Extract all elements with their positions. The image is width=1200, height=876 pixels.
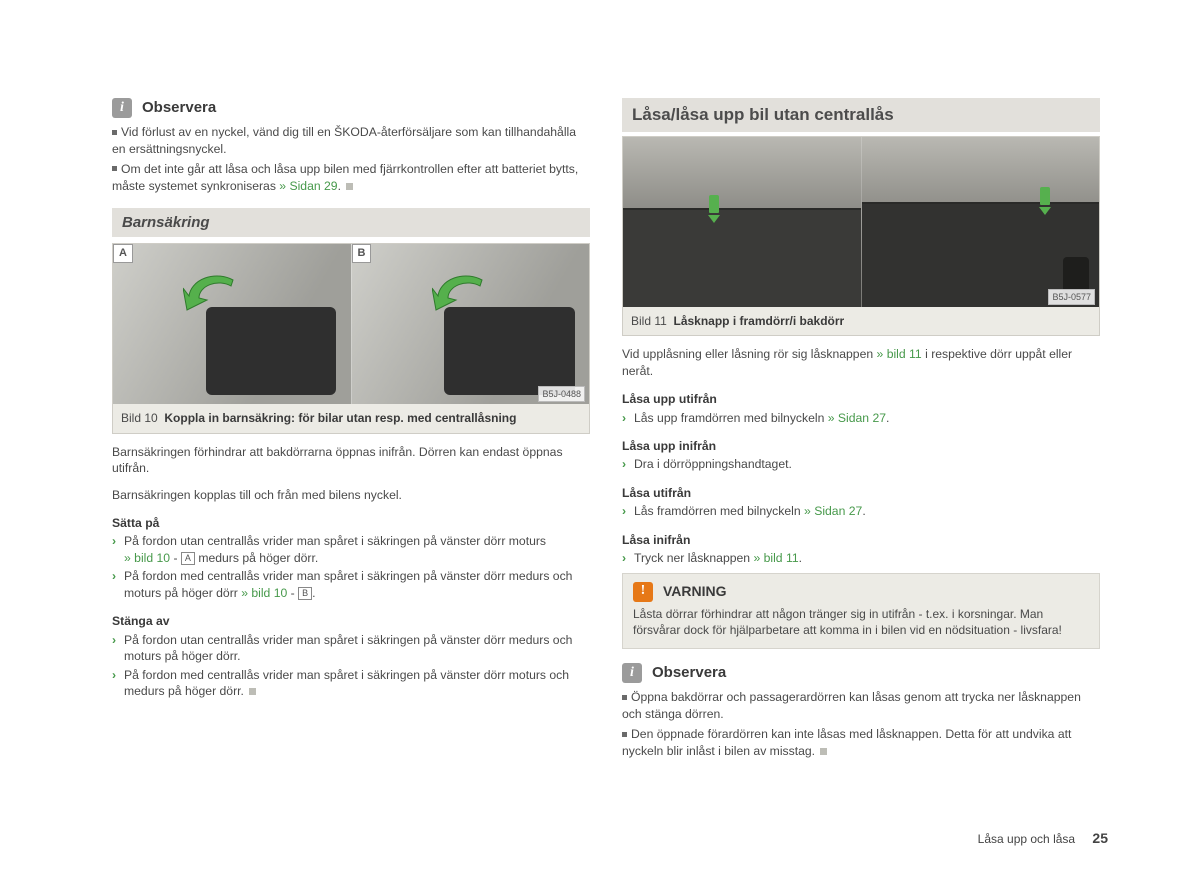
figure-label-b: B [352, 244, 372, 263]
satta-pa-heading: Sätta på [112, 515, 590, 531]
lock-pin-icon [709, 195, 719, 213]
figure-10-image: A B B5J-0488 [113, 244, 589, 404]
warning-box: ! VARNING Låsta dörrar förhindrar att nå… [622, 573, 1100, 649]
page-body: i Observera Vid förlust av en nyckel, vä… [0, 0, 1200, 763]
observe-bullet-1: Vid förlust av en nyckel, vänd dig till … [112, 124, 590, 157]
observe-title-right: Observera [652, 663, 726, 683]
h-lasa-upp-utifran: Låsa upp utifrån [622, 391, 1100, 407]
step-h1: Lås upp framdörren med bilnyckeln » Sida… [622, 410, 1100, 426]
warning-text: Låsta dörrar förhindrar att någon tränge… [633, 606, 1089, 638]
figure-10: A B B5J-0488 Bild 10 Koppla in barnsäk [112, 243, 590, 433]
h-lasa-utifran: Låsa utifrån [622, 485, 1100, 501]
obs-bullet-1: Öppna bakdörrar och passagerardörren kan… [622, 689, 1100, 722]
warning-title: VARNING [663, 582, 727, 601]
ref-box-a: A [181, 552, 195, 565]
link-bild11-2[interactable]: » bild 11 [753, 551, 798, 565]
left-column: i Observera Vid förlust av en nyckel, vä… [112, 98, 590, 763]
step-h2: Dra i dörröppningshandtaget. [622, 456, 1100, 472]
barn-para-1: Barnsäkringen förhindrar att bakdörrarna… [112, 444, 590, 477]
link-sidan27-2[interactable]: » Sidan 27 [804, 504, 862, 518]
link-bild11[interactable]: » bild 11 [877, 347, 922, 361]
info-icon: i [622, 663, 642, 683]
step-satta-2: På fordon med centrallås vrider man spår… [112, 568, 590, 601]
warning-icon: ! [633, 582, 653, 602]
step-h4: Tryck ner låsknappen » bild 11. [622, 550, 1100, 566]
link-sidan-29[interactable]: » Sidan 29 [279, 179, 337, 193]
step-h3: Lås framdörren med bilnyckeln » Sidan 27… [622, 503, 1100, 519]
footer-section: Låsa upp och låsa [978, 832, 1075, 846]
link-sidan27-1[interactable]: » Sidan 27 [828, 411, 886, 425]
figure-11-image: B5J-0577 [623, 137, 1099, 307]
main-heading: Låsa/låsa upp bil utan centrallås [622, 98, 1100, 132]
observe-title: Observera [142, 98, 216, 118]
info-icon: i [112, 98, 132, 118]
observe-heading-right: i Observera [622, 663, 1100, 683]
right-column: Låsa/låsa upp bil utan centrallås B5J-05… [622, 98, 1100, 763]
page-footer: Låsa upp och låsa 25 [978, 829, 1108, 848]
down-arrow-icon [1039, 207, 1051, 215]
barn-para-2: Barnsäkringen kopplas till och från med … [112, 487, 590, 503]
intro-para: Vid upplåsning eller låsning rör sig lås… [622, 346, 1100, 379]
observe-bullet-2: Om det inte går att låsa och låsa upp bi… [112, 161, 590, 194]
stanga-av-heading: Stänga av [112, 613, 590, 629]
lock-pin-icon [1040, 187, 1050, 205]
down-arrow-icon [708, 215, 720, 223]
figure-11-caption: Bild 11 Låsknapp i framdörr/i bakdörr [623, 307, 1099, 335]
step-stanga-2: På fordon med centrallås vrider man spår… [112, 667, 590, 700]
step-satta-1: På fordon utan centrallås vrider man spå… [112, 533, 590, 566]
footer-page-number: 25 [1092, 830, 1108, 846]
h-lasa-inifran: Låsa inifrån [622, 532, 1100, 548]
link-bild10-a[interactable]: » bild 10 [124, 551, 170, 565]
h-lasa-upp-inifran: Låsa upp inifrån [622, 438, 1100, 454]
obs-bullet-2: Den öppnade förardörren kan inte låsas m… [622, 726, 1100, 759]
barnsakring-heading: Barnsäkring [112, 208, 590, 237]
link-bild10-b[interactable]: » bild 10 [241, 586, 287, 600]
section-end-icon [820, 748, 827, 755]
green-arrow-icon [432, 272, 502, 327]
green-arrow-icon [183, 272, 253, 327]
figure-code: B5J-0488 [538, 386, 585, 402]
figure-10-caption: Bild 10 Koppla in barnsäkring: för bilar… [113, 404, 589, 432]
section-end-icon [346, 183, 353, 190]
step-stanga-1: På fordon utan centrallås vrider man spå… [112, 632, 590, 665]
observe-heading: i Observera [112, 98, 590, 118]
figure-label-a: A [113, 244, 133, 263]
figure-code: B5J-0577 [1048, 289, 1095, 305]
ref-box-b: B [298, 587, 312, 600]
figure-11: B5J-0577 Bild 11 Låsknapp i framdörr/i b… [622, 136, 1100, 336]
section-end-icon [249, 688, 256, 695]
